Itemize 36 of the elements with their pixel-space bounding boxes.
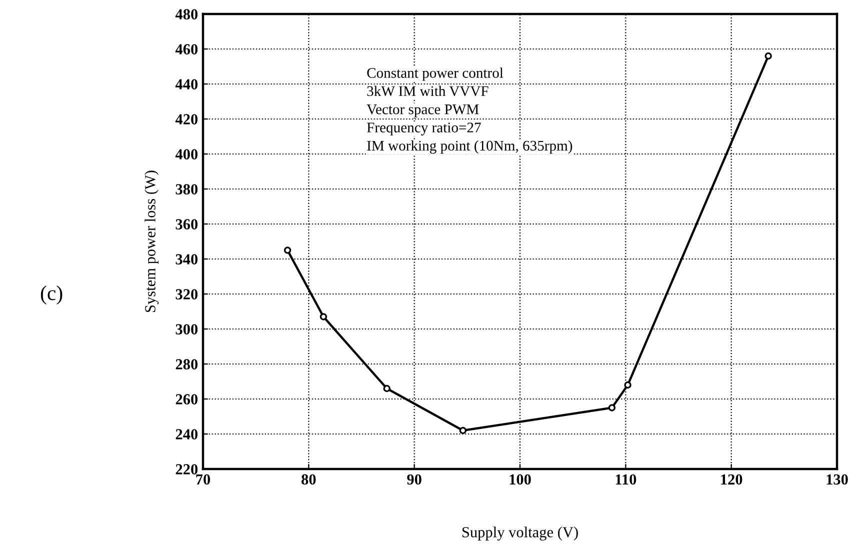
y-tick-label: 380 bbox=[176, 184, 198, 194]
point bbox=[383, 384, 390, 392]
y-tick-label: 220 bbox=[176, 464, 198, 474]
y-tick-label: 240 bbox=[176, 429, 198, 440]
x-tick-label: 130 bbox=[826, 474, 848, 485]
y-tick-label: 440 bbox=[175, 79, 198, 90]
y-tick-label: 260 bbox=[176, 394, 198, 404]
annotation: Vector space PWM bbox=[366, 104, 479, 118]
x-tick-label: 110 bbox=[616, 474, 636, 485]
annotation: 3kW IM with VVVF bbox=[367, 86, 488, 96]
point bbox=[608, 404, 616, 412]
text: (c) bbox=[40, 286, 62, 304]
y-tick-label: 300 bbox=[176, 324, 198, 334]
y-tick-label: 480 bbox=[175, 9, 198, 20]
y-tick-label: 400 bbox=[175, 149, 198, 160]
y-tick-label: 460 bbox=[175, 44, 198, 54]
x-tick-label: 70 bbox=[196, 474, 210, 485]
y-tick-label: 280 bbox=[176, 359, 198, 370]
point bbox=[459, 426, 467, 434]
point bbox=[284, 246, 292, 254]
y-tick-label: 420 bbox=[175, 114, 198, 124]
x-tick-label: 120 bbox=[721, 474, 742, 485]
x-tick-label: 80 bbox=[302, 474, 316, 485]
x-axis-title: Supply voltage (V) bbox=[462, 526, 578, 541]
annotation: Constant power control bbox=[367, 68, 504, 81]
y-tick-label: 340 bbox=[176, 254, 198, 264]
y-axis-title: System power loss (W) bbox=[144, 170, 159, 312]
point bbox=[624, 381, 632, 389]
point bbox=[764, 52, 772, 60]
x-tick-label: 90 bbox=[407, 474, 422, 485]
x-tick-label: 100 bbox=[510, 474, 531, 485]
annotation: IM working point (10Nm, 635rpm) bbox=[367, 140, 572, 154]
y-tick-label: 360 bbox=[176, 219, 198, 230]
y-tick-label: 320 bbox=[176, 289, 198, 300]
annotation: Frequency ratio=27 bbox=[366, 122, 481, 136]
point bbox=[320, 313, 328, 320]
